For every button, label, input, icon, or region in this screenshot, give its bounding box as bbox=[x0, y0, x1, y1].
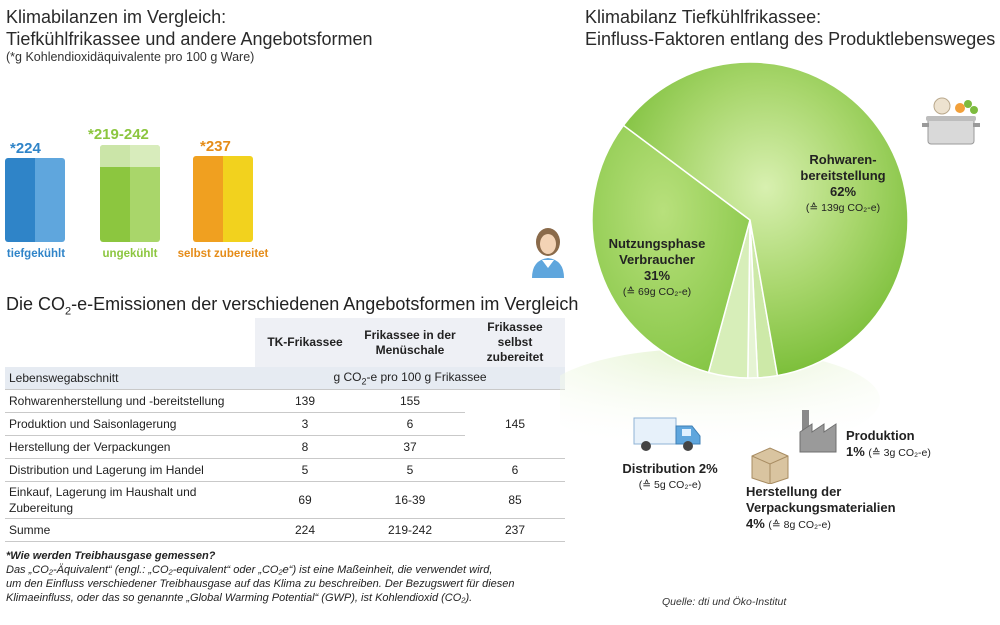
pie-label-rohwaren: Rohwaren- bereitstellung 62% (≙ 139g CO₂… bbox=[800, 152, 886, 214]
left-title-line1: Klimabilanzen im Vergleich: bbox=[6, 7, 227, 27]
left-title: Klimabilanzen im Vergleich: Tiefkühlfrik… bbox=[6, 6, 373, 50]
right-title: Klimabilanz Tiefkühlfrikassee: Einfluss-… bbox=[585, 7, 996, 49]
woman-icon bbox=[528, 222, 568, 278]
pie-label-produktion: Produktion 1% (≙ 3g CO₂-e) bbox=[846, 428, 931, 459]
bar-value-tiefgekuehlt: *224 bbox=[10, 140, 41, 157]
left-subtitle: (*g Kohlendioxidäquivalente pro 100 g Wa… bbox=[6, 50, 255, 64]
bar-value-ungekuehlt: *219-242 bbox=[88, 126, 149, 143]
table-merged-self: 145 bbox=[465, 389, 565, 459]
table-unit-row-label: Lebenswegabschnitt bbox=[5, 367, 255, 390]
left-title-line2: Tiefkühlfrikassee und andere Angebotsfor… bbox=[6, 29, 373, 49]
table-header-menu: Frikassee in der Menüschale bbox=[355, 318, 465, 367]
table-header-tk: TK-Frikassee bbox=[255, 318, 355, 367]
pie-label-verpackung: Herstellung der Verpackungsmaterialien 4… bbox=[746, 484, 896, 531]
table-title: Die CO2-e-Emissionen der verschiedenen A… bbox=[6, 294, 579, 318]
bar-label-ungekuehlt: ungekühlt bbox=[102, 248, 158, 260]
bar-tiefgekuehlt bbox=[5, 158, 65, 242]
table-row-sum: Summe 224 219-242 237 bbox=[5, 518, 565, 542]
table-row: Rohwarenherstellung und -bereitstellung … bbox=[5, 389, 565, 459]
table-row: Produktion und Saisonlagerung 3 6 bbox=[5, 412, 565, 436]
emissions-table: TK-Frikassee Frikassee in der Menüschale… bbox=[5, 318, 565, 542]
pie-label-distribution: Distribution 2% (≙ 5g CO₂-e) bbox=[622, 461, 718, 491]
pie-chart bbox=[560, 61, 909, 452]
bar-label-tiefgekuehlt: tiefgekühlt bbox=[6, 248, 66, 260]
table-header-self: Frikassee selbst zubereitet bbox=[465, 318, 565, 367]
table-row: Herstellung der Verpackungen 8 37 bbox=[5, 435, 565, 459]
bar-value-selbst: *237 bbox=[200, 138, 231, 155]
truck-icon bbox=[632, 414, 704, 454]
table-unit: g CO2-e pro 100 g Frikassee bbox=[255, 367, 565, 390]
bar-label-selbst: selbst zubereitet bbox=[177, 248, 269, 260]
bar-selbst-zubereitet bbox=[193, 156, 253, 242]
table-row: Einkauf, Lagerung im Haushalt und Zubere… bbox=[5, 481, 565, 519]
pie-label-nutzungsphase: Nutzungsphase Verbraucher 31% (≙ 69g CO₂… bbox=[608, 236, 706, 298]
factory-icon bbox=[798, 408, 844, 454]
source-note: Quelle: dti und Öko-Institut bbox=[662, 596, 787, 608]
footnote: *Wie werden Treibhausgase gemessen? Das … bbox=[6, 549, 576, 605]
footnote-heading: *Wie werden Treibhausgase gemessen? bbox=[6, 550, 216, 562]
pie-slice-nutzungsphase bbox=[591, 124, 751, 374]
cooking-pot-icon bbox=[922, 96, 984, 148]
box-icon bbox=[748, 444, 790, 485]
bar-ungekuehlt bbox=[100, 145, 160, 242]
pie-slice-rohwaren bbox=[622, 61, 909, 377]
table-row: Distribution und Lagerung im Handel 5 5 … bbox=[5, 458, 565, 482]
